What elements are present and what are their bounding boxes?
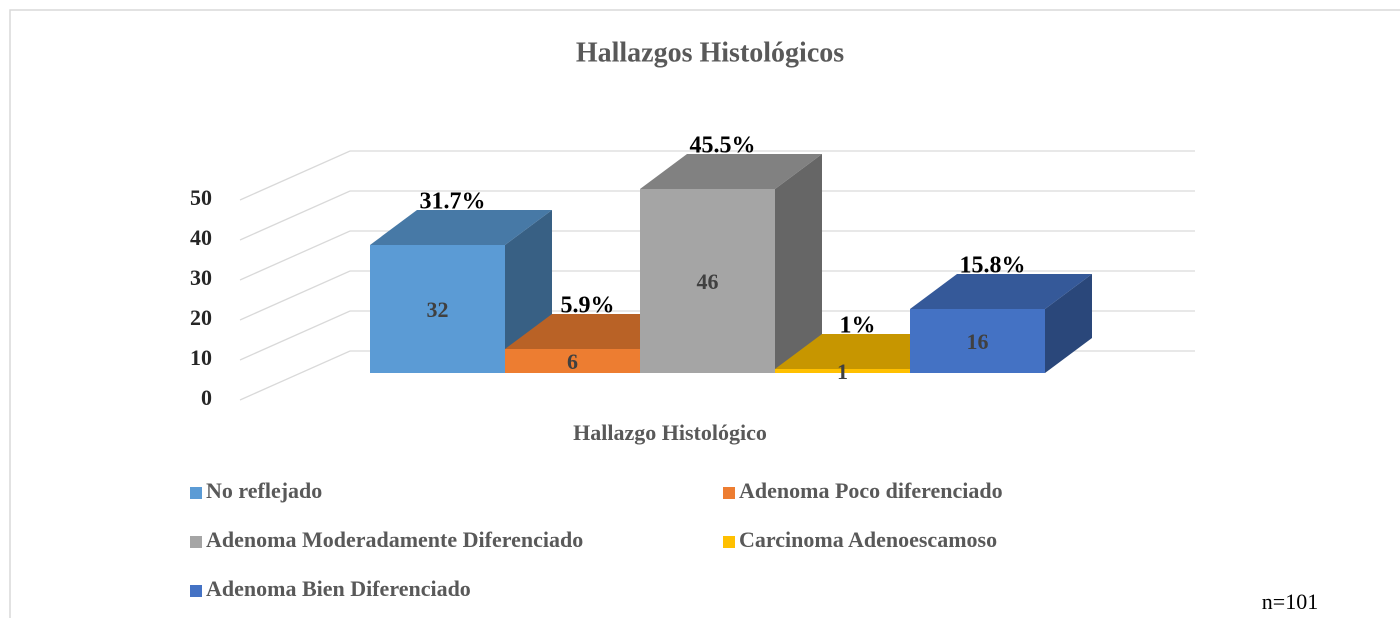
- legend-label: Carcinoma Adenoescamoso: [739, 527, 997, 552]
- percent-label: 31.7%: [420, 189, 486, 215]
- bar: [910, 309, 1045, 373]
- legend-swatch: [723, 536, 735, 548]
- value-label: 6: [567, 349, 578, 374]
- bar-top: [640, 154, 822, 189]
- grid-line: [239, 270, 1195, 321]
- grid-line: [239, 150, 1195, 201]
- chart-frame: [9, 9, 1400, 618]
- bar-side: [1045, 274, 1092, 373]
- value-label: 16: [967, 329, 989, 354]
- value-label: 46: [697, 269, 719, 294]
- value-label: 32: [427, 297, 449, 322]
- bar-top: [910, 274, 1092, 309]
- grid-line: [239, 190, 1195, 241]
- legend-label: Adenoma Moderadamente Diferenciado: [206, 527, 583, 552]
- percent-label: 15.8%: [960, 253, 1026, 279]
- chart-title: Hallazgos Histológicos: [576, 37, 844, 68]
- legend-label: Adenoma Poco diferenciado: [739, 478, 1003, 503]
- percent-label: 45.5%: [690, 133, 756, 159]
- bar-top: [370, 210, 552, 245]
- bar: [775, 369, 910, 373]
- y-tick-label: 20: [190, 305, 212, 330]
- bar: [505, 349, 640, 373]
- bar: [640, 189, 775, 373]
- legend-swatch: [190, 585, 202, 597]
- y-tick-label: 40: [190, 225, 212, 250]
- y-tick-label: 50: [190, 185, 212, 210]
- y-tick-label: 30: [190, 265, 212, 290]
- legend-swatch: [190, 536, 202, 548]
- y-tick-label: 10: [190, 345, 212, 370]
- x-axis-title: Hallazgo Histológico: [573, 420, 767, 445]
- note: n=101: [1262, 589, 1318, 614]
- grid-line: [239, 230, 1195, 281]
- legend-swatch: [723, 487, 735, 499]
- bar-side: [775, 154, 822, 373]
- percent-label: 5.9%: [561, 293, 615, 319]
- bar: [370, 245, 505, 373]
- legend-label: Adenoma Bien Diferenciado: [206, 576, 471, 601]
- legend-swatch: [190, 487, 202, 499]
- y-tick-label: 0: [201, 385, 212, 410]
- legend-label: No reflejado: [206, 478, 322, 503]
- percent-label: 1%: [840, 313, 876, 339]
- value-label: 1: [837, 359, 848, 384]
